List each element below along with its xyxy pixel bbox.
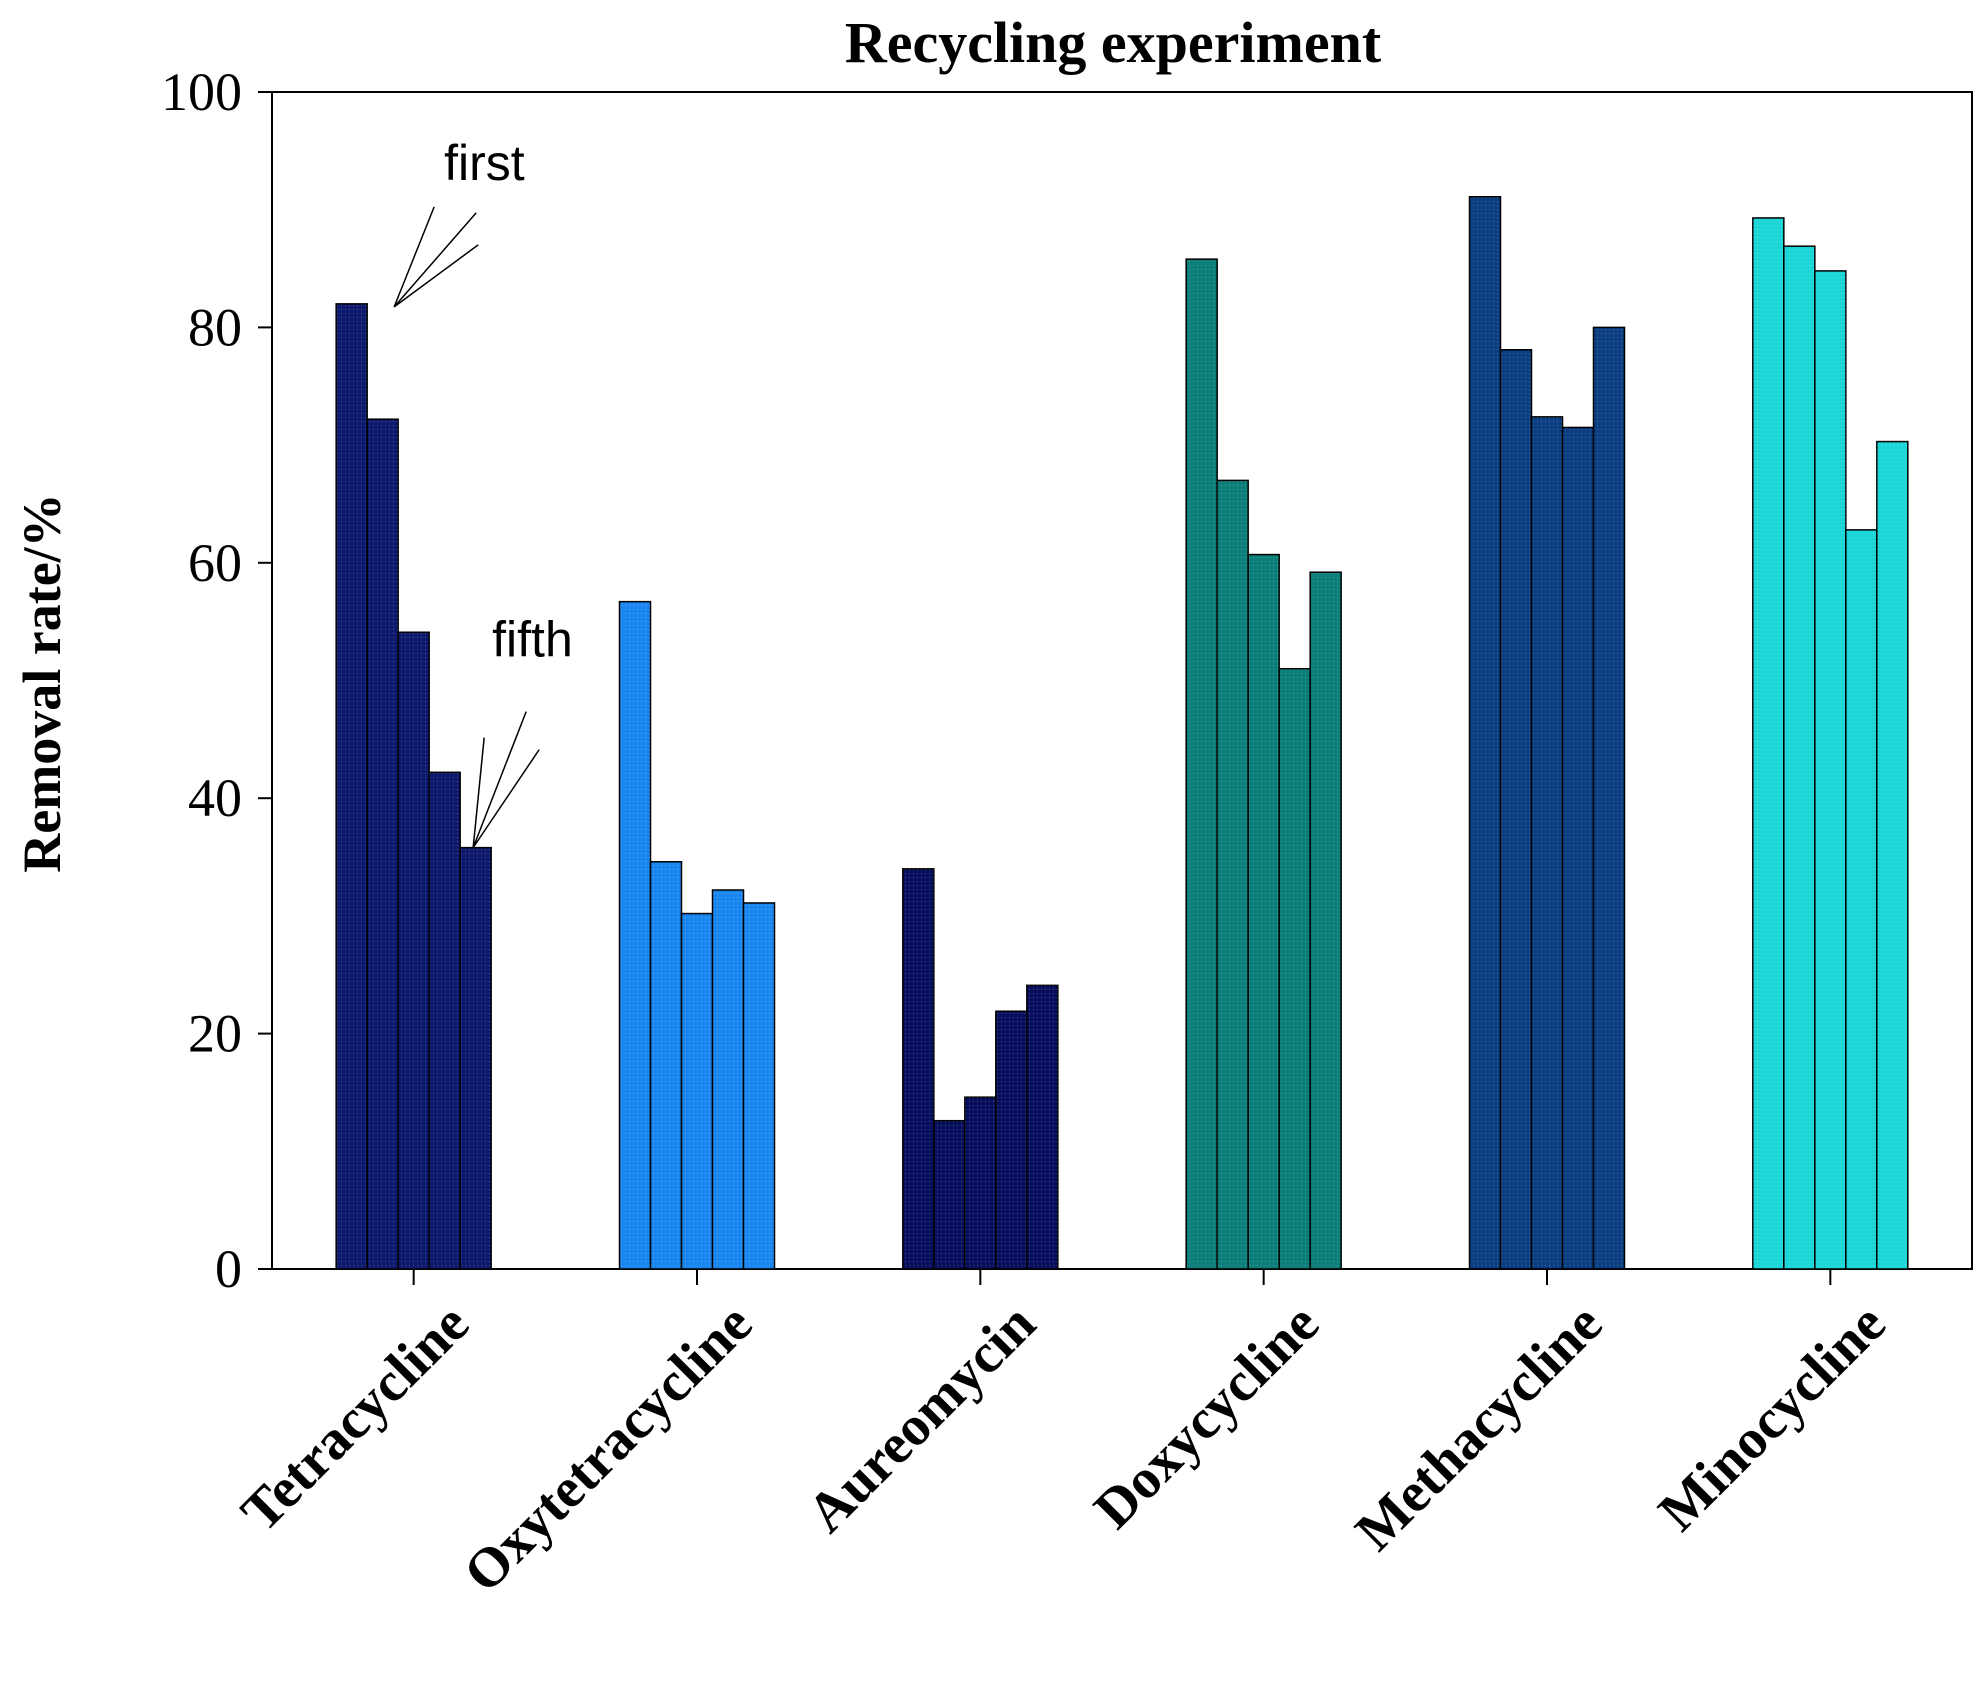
- bar-group-methacycline: [1468, 196, 1626, 1270]
- bar-texture: [1026, 985, 1058, 1269]
- annotation-pointer-line: [393, 212, 477, 308]
- bar-texture: [1500, 349, 1532, 1269]
- chart-title: Recycling experiment: [845, 10, 1382, 75]
- y-tick-label: 80: [188, 297, 242, 357]
- annotation-label-fifth: fifth: [492, 612, 573, 668]
- plot-border: [271, 91, 1973, 1270]
- x-tick-label: Methacycline: [1344, 1292, 1614, 1562]
- plot-frame: [271, 91, 1973, 1270]
- bar-texture: [1217, 480, 1249, 1269]
- bar-texture: [1814, 270, 1846, 1269]
- bar-texture: [712, 890, 744, 1269]
- bar-group-doxycycline: [1185, 258, 1342, 1270]
- y-tick-label: 20: [188, 1004, 242, 1064]
- bar-texture: [619, 601, 651, 1269]
- bar-texture: [933, 1120, 965, 1269]
- bar-texture: [650, 861, 682, 1269]
- bar-texture: [336, 303, 368, 1269]
- y-axis-ticks: 0 20 40 60 80 100: [161, 62, 272, 1299]
- x-tick-label: Tetracycline: [230, 1292, 481, 1543]
- annotation-label-first: first: [444, 135, 525, 191]
- bar-texture: [1562, 427, 1594, 1269]
- x-tick-label: Minocycline: [1647, 1292, 1898, 1543]
- annotation-pointer-line: [472, 737, 485, 848]
- bar-group-minocycline: [1752, 217, 1909, 1270]
- bar-texture: [460, 847, 492, 1269]
- bar-texture: [429, 772, 461, 1269]
- annotations: first fifth: [393, 135, 573, 849]
- bar-texture: [964, 1097, 996, 1269]
- y-tick-label: 100: [161, 62, 242, 122]
- bar-group-aureomycin: [902, 868, 1059, 1270]
- bar-texture: [1248, 554, 1280, 1269]
- bar-texture: [1845, 529, 1877, 1269]
- bar-texture: [1279, 668, 1311, 1269]
- bar-group-oxytetracycline: [618, 600, 776, 1270]
- x-tick-label: Aureomycin: [795, 1292, 1047, 1544]
- annotation-pointer-line: [472, 749, 540, 849]
- bar-texture: [398, 632, 430, 1269]
- bar-texture: [902, 868, 934, 1269]
- bar-texture: [743, 902, 775, 1269]
- bar-texture: [1310, 572, 1342, 1269]
- bar-group-tetracycline: [335, 303, 492, 1270]
- y-tick-label: 40: [188, 768, 242, 828]
- bar-texture: [681, 913, 713, 1269]
- bar-texture: [1752, 217, 1784, 1270]
- annotation-pointer-line: [472, 711, 527, 848]
- x-tick-label: Oxytetracycline: [452, 1292, 764, 1604]
- bar-texture: [1783, 246, 1815, 1269]
- bar-texture: [1469, 196, 1501, 1269]
- bar-texture: [1593, 327, 1625, 1269]
- bar-texture: [1186, 259, 1218, 1269]
- bar-texture: [1876, 441, 1908, 1270]
- bar-texture: [1531, 416, 1563, 1269]
- x-tick-label: Doxycycline: [1082, 1292, 1330, 1540]
- bar-texture: [367, 419, 399, 1269]
- bar-texture: [995, 1011, 1027, 1269]
- annotation-pointer-line: [393, 206, 435, 308]
- annotation-pointer-line: [393, 244, 479, 308]
- y-axis-label: Removal rate/%: [12, 493, 72, 872]
- y-tick-label: 0: [215, 1239, 242, 1299]
- bars: [335, 196, 1909, 1270]
- y-tick-label: 60: [188, 533, 242, 593]
